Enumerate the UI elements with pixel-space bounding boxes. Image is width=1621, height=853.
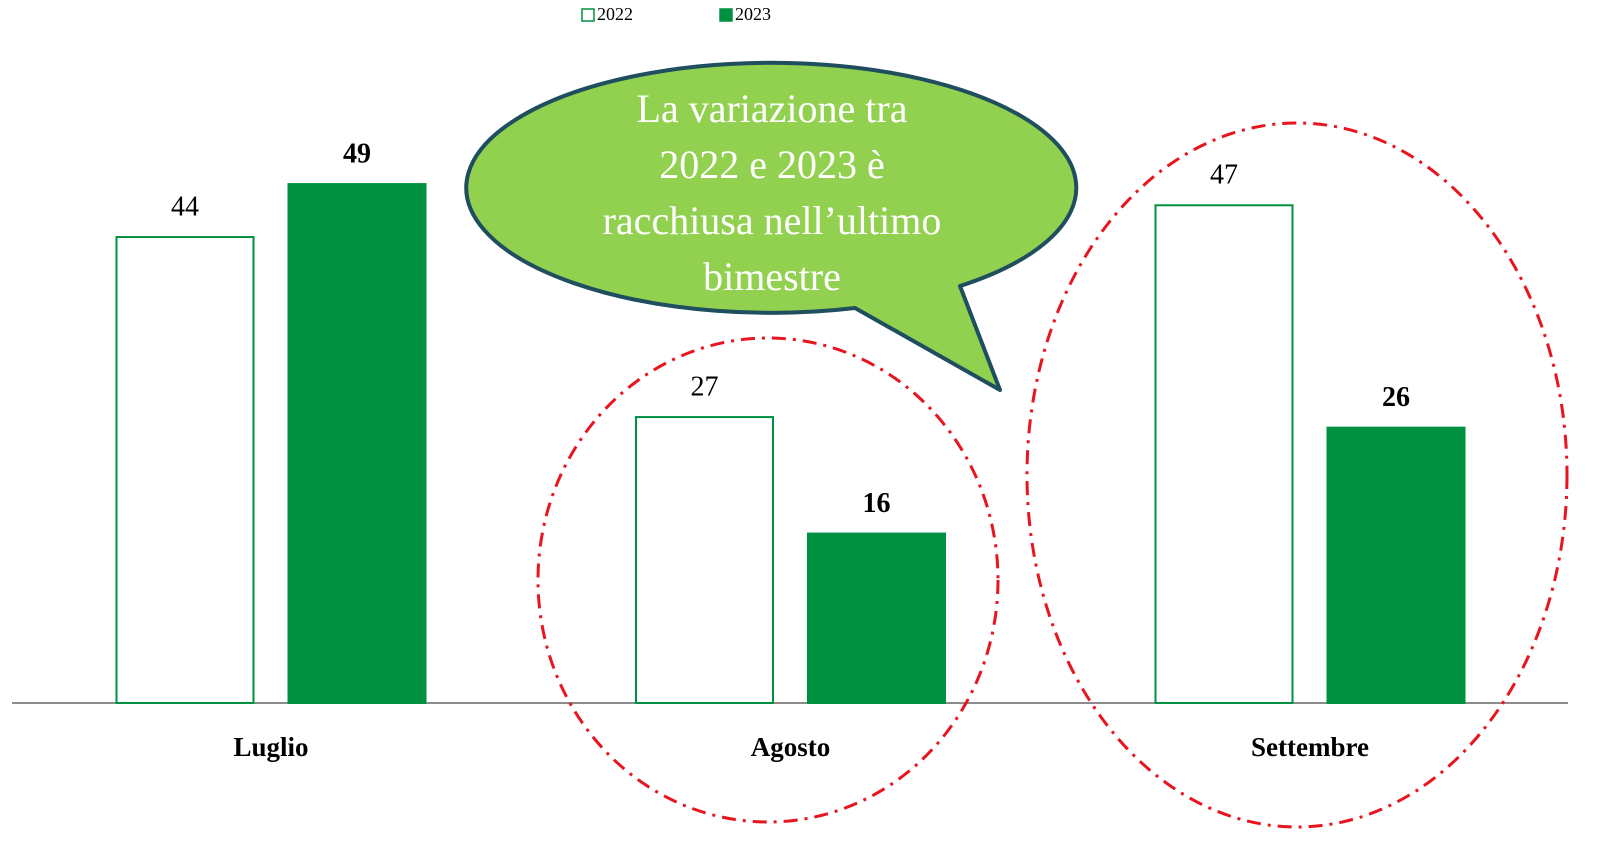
annotation-line: La variazione tra xyxy=(637,86,908,131)
value-label: 47 xyxy=(1210,160,1238,191)
legend: 2022 2023 xyxy=(581,4,771,24)
legend-label: 2022 xyxy=(597,4,633,24)
bar xyxy=(807,532,946,704)
x-tick-label: Agosto xyxy=(751,732,831,762)
bars: Luglio 44 49 Agosto 27 16 Settembre 47 26 xyxy=(115,139,1466,762)
bar xyxy=(1154,204,1294,705)
bar xyxy=(115,236,255,704)
value-label: 27 xyxy=(691,371,719,402)
value-label: 26 xyxy=(1382,382,1410,413)
highlight-ellipse xyxy=(1025,121,1569,829)
legend-swatch xyxy=(719,8,733,22)
callout xyxy=(464,60,1079,392)
value-label: 49 xyxy=(343,139,371,170)
annotation: La variazione tra 2022 e 2023 è racchiusa … xyxy=(603,86,942,299)
highlight-ellipse xyxy=(536,336,1000,824)
bar xyxy=(1326,426,1466,704)
annotation-line: racchiusa nell’ultimo xyxy=(603,198,942,243)
value-label: 16 xyxy=(863,488,891,519)
annotation-line: 2022 e 2023 è xyxy=(659,142,885,187)
value-label: 44 xyxy=(171,191,199,222)
x-tick-label: Luglio xyxy=(233,732,308,762)
bar xyxy=(635,416,774,704)
bar xyxy=(287,183,427,704)
legend-label: 2023 xyxy=(735,4,771,24)
annotation-line: bimestre xyxy=(703,254,841,299)
x-tick-label: Settembre xyxy=(1251,732,1369,762)
legend-swatch xyxy=(581,8,595,22)
